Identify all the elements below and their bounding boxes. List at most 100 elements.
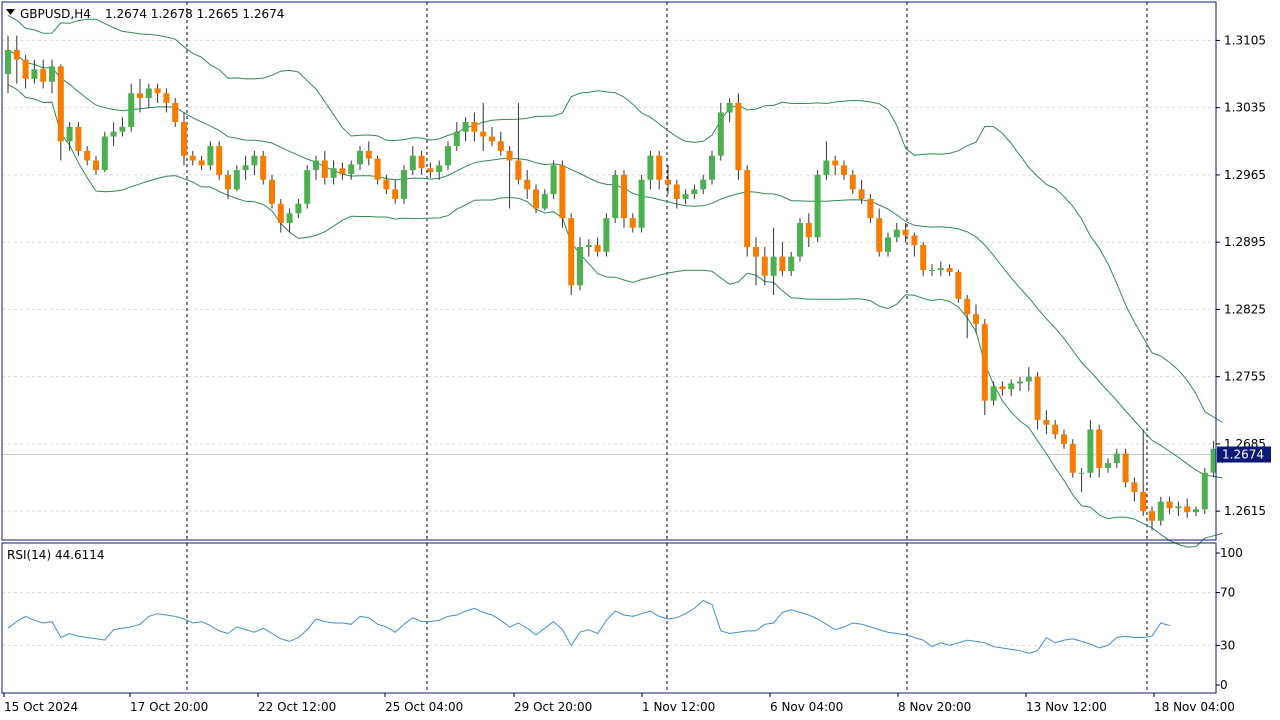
bear-candle [84, 150, 91, 161]
bear-candle [321, 160, 328, 178]
bear-candle [515, 160, 522, 180]
bull-candle [1008, 383, 1015, 390]
bear-candle [621, 174, 627, 219]
price-tick-label: 1.2755 [1224, 370, 1266, 384]
bull-candle [788, 256, 795, 271]
bear-candle [1184, 506, 1191, 513]
time-axis[interactable]: 15 Oct 2024 17 Oct 20:00 22 Oct 12:00 25 Oc… [3, 693, 1235, 714]
bull-candle [453, 131, 460, 147]
bull-candle [462, 122, 469, 132]
bull-candle [893, 229, 900, 238]
bear-candle [973, 314, 979, 324]
price-tick-label: 1.3105 [1224, 33, 1266, 47]
rsi-axis: 100 70 30 0 [1216, 546, 1243, 692]
bear-candle [181, 122, 187, 156]
bull-candle [66, 126, 73, 142]
bull-candle [726, 102, 733, 113]
current-price-tag: 1.2674 [1217, 446, 1271, 463]
bear-candle [761, 256, 768, 276]
bull-candle [937, 268, 944, 271]
symbol-menu-triangle-icon[interactable] [6, 9, 15, 15]
bull-candle [691, 189, 698, 195]
bull-candle [128, 93, 135, 127]
bear-candle [1140, 491, 1147, 512]
bear-candle [841, 165, 847, 175]
bear-candle [154, 88, 161, 94]
bear-candle [198, 160, 205, 166]
bull-candle [700, 179, 707, 190]
bear-candle [383, 179, 390, 190]
price-axis[interactable]: 1.3105 1.3035 1.2965 1.2895 1.2825 1.2755 1.26… [1216, 33, 1266, 518]
bear-candle [137, 93, 143, 99]
bull-candle [585, 245, 592, 247]
rsi-pane-frame [1, 542, 1217, 694]
rsi-grid [2, 592, 1216, 646]
bull-candle [814, 174, 821, 238]
bear-candle [13, 50, 20, 60]
bear-candle [673, 184, 680, 199]
bear-candle [955, 271, 962, 299]
bear-candle [1034, 376, 1041, 420]
rsi-tick-label: 70 [1220, 586, 1235, 600]
bull-candle [409, 155, 416, 171]
bear-candle [427, 168, 434, 173]
bear-candle [805, 222, 812, 238]
bear-candle [735, 102, 742, 171]
rsi-label: RSI(14) 44.6114 [7, 548, 105, 562]
bear-candle [1131, 482, 1138, 492]
price-tick-label: 1.2615 [1224, 504, 1266, 518]
bear-candle [867, 198, 874, 219]
bull-candle [770, 256, 777, 276]
bear-candle [57, 66, 64, 142]
bull-candle [929, 270, 935, 272]
bull-candle [550, 165, 557, 195]
main-pane-frame [1, 1, 1217, 541]
bull-candle [348, 164, 355, 174]
bear-candle [365, 150, 372, 159]
bull-candle [242, 165, 249, 171]
bear-candle [22, 59, 29, 79]
bear-candle [964, 298, 971, 315]
bull-candle [233, 170, 240, 190]
price-tick-label: 1.2965 [1224, 168, 1266, 182]
bull-candle [445, 146, 451, 166]
ohlc-readout: 1.2674 1.2678 1.2665 1.2674 [105, 7, 284, 21]
time-label: 18 Nov 04:00 [1154, 700, 1235, 714]
bull-candle [823, 160, 830, 175]
current-price-value: 1.2674 [1222, 447, 1264, 461]
bull-candle [304, 170, 311, 204]
rsi-tick-label: 30 [1220, 638, 1235, 652]
bear-candle [1052, 424, 1059, 435]
rsi-series-line [7, 599, 1170, 654]
price-tick-label: 1.2825 [1224, 302, 1266, 316]
bear-candle [489, 136, 495, 142]
candlesticks [5, 35, 1226, 531]
bull-candle [5, 50, 11, 75]
bull-candle [577, 246, 583, 286]
lower-bollinger-band [7, 84, 1223, 548]
bear-candle [216, 146, 223, 175]
rsi-tick-label: 100 [1220, 546, 1243, 560]
bear-candle [594, 245, 601, 252]
symbol-label: GBPUSD,H4 [20, 7, 91, 21]
bear-candle [392, 189, 399, 199]
bull-candle [1201, 472, 1208, 510]
bull-candle [1193, 509, 1199, 513]
bear-candle [981, 323, 988, 401]
time-label: 15 Oct 2024 [4, 700, 78, 714]
bear-candle [559, 165, 566, 219]
bull-candle [101, 136, 108, 171]
bear-candle [1061, 434, 1067, 444]
bear-candle [946, 268, 953, 272]
bull-candle [286, 213, 293, 223]
bull-candle [1113, 453, 1120, 464]
price-tick-label: 1.2895 [1224, 235, 1266, 249]
bear-candle [753, 246, 759, 257]
bear-candle [269, 179, 275, 204]
time-label: 6 Nov 04:00 [770, 700, 843, 714]
bear-candle [629, 218, 636, 228]
bull-candle [49, 66, 55, 82]
bear-candle [902, 229, 909, 236]
